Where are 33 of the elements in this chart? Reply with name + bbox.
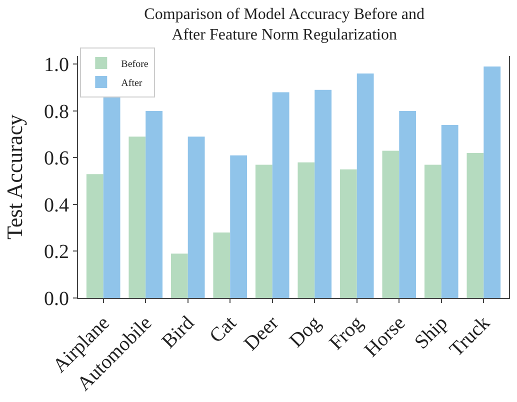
bar [128,136,146,298]
bar [382,150,400,298]
y-tick-label: 0.6 [44,148,69,170]
bar [466,153,484,298]
y-axis-title: Test Accuracy [2,114,27,240]
bar [213,232,230,298]
legend-label: After [121,78,143,89]
legend-label: Before [121,58,149,70]
bar [86,174,104,298]
x-tick-label: Bird [158,312,198,353]
bar [424,164,442,298]
chart-title: Comparison of Model Accuracy Before and After Feature Norm Regularization [144,6,425,44]
bar [272,92,290,298]
x-tick-label: Cat [206,312,242,348]
x-tick-label: Deer [240,312,284,356]
y-tick-label: 0.0 [44,288,69,310]
y-tick-label: 0.2 [44,241,69,264]
bar [255,164,272,298]
bar [356,74,374,298]
x-tick-label: Dog [285,312,326,352]
y-tick-label: 1.0 [44,54,69,76]
bar [188,136,205,298]
bar [314,90,332,298]
bar [484,66,501,298]
bar [441,124,458,298]
bar [170,254,188,298]
y-tick-label: 0.8 [44,100,69,123]
bar [146,110,163,298]
bar [340,169,357,298]
bar [399,110,416,298]
bar [298,162,315,298]
bar [230,155,248,298]
y-tick-label: 0.4 [44,194,69,216]
